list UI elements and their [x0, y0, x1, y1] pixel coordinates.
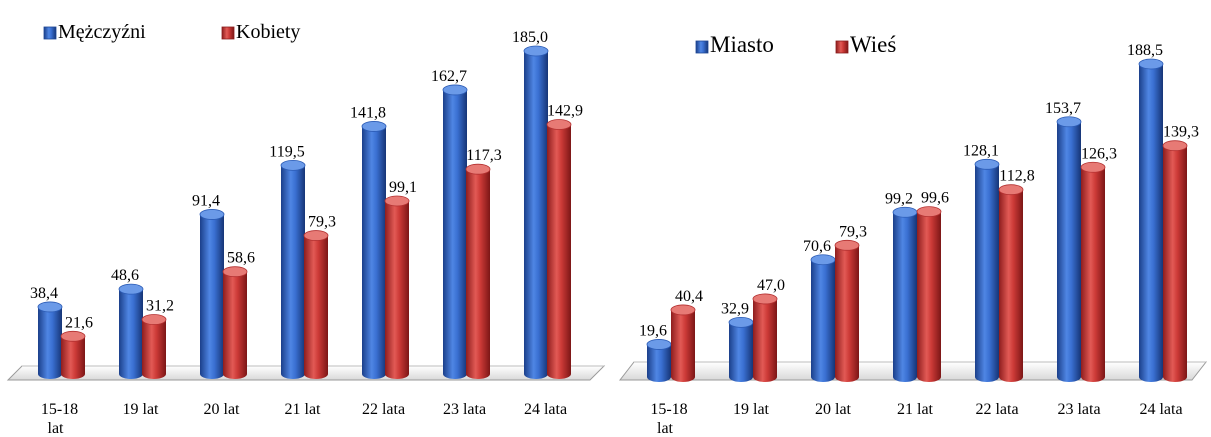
category-label: 23 lata [1057, 401, 1100, 418]
data-label: 31,2 [146, 298, 174, 315]
legend-swatch [695, 40, 709, 54]
bar-series2-0 [60, 330, 86, 379]
data-label: 162,7 [431, 68, 467, 85]
data-label: 119,5 [269, 143, 304, 160]
category-label: 19 lat [733, 401, 770, 418]
legend-swatch [221, 26, 235, 40]
category-label: 22 lata [362, 401, 405, 418]
data-label: 185,0 [512, 29, 548, 46]
data-label: 79,3 [839, 223, 867, 240]
data-label: 21,6 [65, 314, 93, 331]
category-label: 22 lata [975, 401, 1018, 418]
legend-label: Kobiety [236, 21, 300, 43]
data-label: 139,3 [1163, 124, 1199, 141]
data-label: 38,4 [30, 285, 58, 302]
bar-series1-0 [646, 339, 672, 382]
bar-series2-2 [834, 239, 860, 382]
legend-swatch [835, 40, 849, 54]
data-label: 188,5 [1127, 42, 1163, 59]
category-label: 20 lat [815, 401, 852, 418]
bar-series2-6 [546, 119, 572, 379]
data-label: 70,6 [803, 238, 831, 255]
bar-series2-5 [1080, 161, 1106, 382]
legend-label: Miasto [710, 32, 774, 57]
bar-series2-4 [384, 195, 410, 379]
bar-series1-3 [892, 206, 918, 382]
bar-series2-5 [465, 163, 491, 379]
bar-series1-0 [37, 301, 63, 379]
category-label: 21 lat [897, 401, 934, 418]
category-label: 15-18 lat [650, 401, 687, 437]
legend-label: Mężczyźni [58, 21, 146, 43]
bar-series1-1 [118, 283, 144, 379]
data-label: 153,7 [1045, 100, 1081, 117]
data-label: 99,2 [885, 190, 913, 207]
data-label: 142,9 [547, 103, 583, 120]
data-label: 117,3 [466, 147, 501, 164]
data-label: 48,6 [111, 267, 139, 284]
bar-series2-1 [752, 293, 778, 382]
bar-series1-6 [1138, 58, 1164, 382]
data-label: 40,4 [675, 288, 703, 305]
data-label: 19,6 [639, 322, 667, 339]
data-label: 32,9 [721, 300, 749, 317]
category-label: 21 lat [285, 401, 322, 418]
chart-right-svg: 19,6 40,4 15-18 lat 32,9 47,0 19 lat 70,6 79,3 20… [618, 32, 1208, 437]
category-label: 15-18 lat [41, 401, 78, 437]
data-label: 141,8 [350, 104, 386, 121]
bar-series2-6 [1162, 140, 1188, 382]
category-label: 23 lata [443, 401, 486, 418]
bar-series1-2 [199, 209, 225, 379]
bar-series2-0 [670, 304, 696, 382]
legend-item: Kobiety [221, 21, 300, 43]
data-label: 99,6 [921, 190, 949, 207]
bar-series1-5 [442, 84, 468, 379]
bar-series1-3 [280, 159, 306, 379]
legend-item: Wieś [835, 32, 896, 57]
legend-item: Miasto [695, 32, 774, 57]
data-label: 79,3 [308, 214, 336, 231]
data-label: 128,1 [963, 142, 999, 159]
category-label: 19 lat [123, 401, 160, 418]
legend-item: Mężczyźni [43, 21, 146, 43]
data-label: 99,1 [389, 179, 417, 196]
bar-series2-4 [998, 184, 1024, 382]
bar-series1-1 [728, 316, 754, 382]
bar-series1-2 [810, 254, 836, 382]
data-label: 126,3 [1081, 145, 1117, 162]
data-label: 47,0 [757, 277, 785, 294]
bar-series2-3 [303, 230, 329, 379]
chart-left: 38,4 21,6 15-18 lat 48,6 31,2 19 lat 91,4 58,6 20… [6, 21, 606, 437]
legend-swatch [43, 26, 57, 40]
bar-series2-2 [222, 266, 248, 379]
category-label: 24 lata [1139, 401, 1182, 418]
data-label: 58,6 [227, 250, 255, 267]
chart-left-svg: 38,4 21,6 15-18 lat 48,6 31,2 19 lat 91,4 58,6 20… [6, 21, 606, 437]
category-label: 20 lat [204, 401, 241, 418]
chart-right: 19,6 40,4 15-18 lat 32,9 47,0 19 lat 70,6 79,3 20… [606, 0, 1211, 437]
data-label: 112,8 [999, 168, 1034, 185]
bar-series1-4 [974, 158, 1000, 382]
legend-label: Wieś [850, 32, 896, 57]
bar-series2-3 [916, 206, 942, 382]
data-label: 91,4 [192, 192, 220, 209]
bar-series1-6 [523, 45, 549, 379]
bar-series1-5 [1056, 116, 1082, 383]
category-label: 24 lata [524, 401, 567, 418]
bar-series1-4 [361, 121, 387, 379]
bar-series2-1 [141, 314, 167, 379]
